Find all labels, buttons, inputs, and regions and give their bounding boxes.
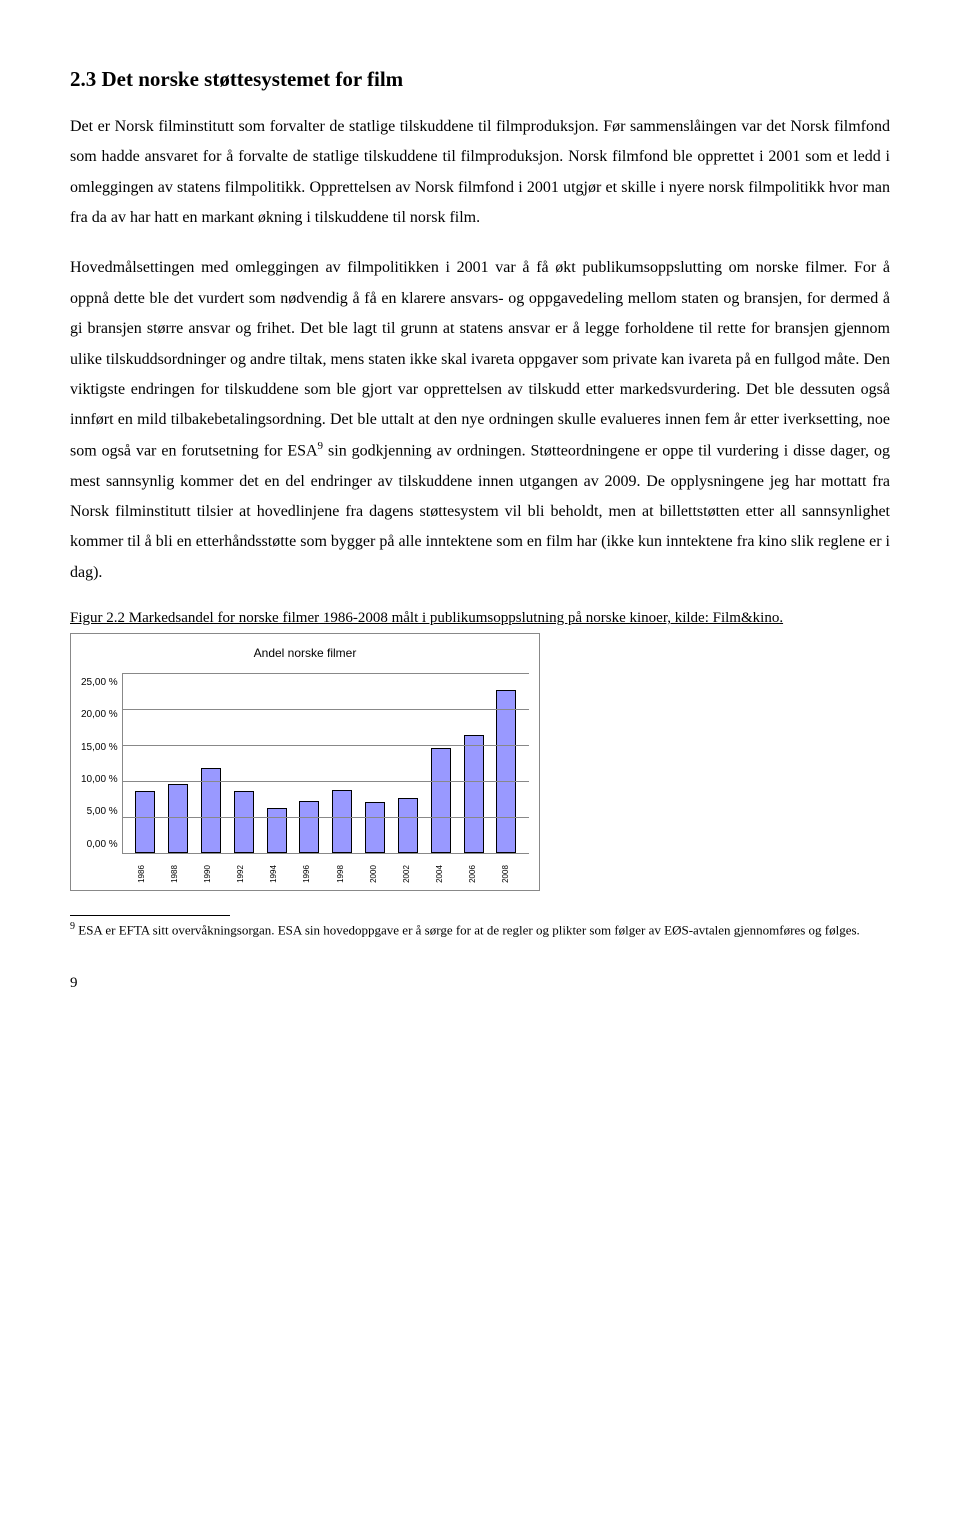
x-tick-label: 1996	[295, 864, 319, 884]
chart-y-axis: 25,00 % 20,00 % 15,00 % 10,00 % 5,00 % 0,00 %	[81, 673, 122, 854]
y-tick-label: 0,00 %	[81, 835, 118, 854]
figure-caption: Figur 2.2 Markedsandel for norske filmer…	[70, 608, 890, 629]
chart-plot: 25,00 % 20,00 % 15,00 % 10,00 % 5,00 % 0,00 %	[81, 673, 529, 854]
chart-container: Andel norske filmer 25,00 % 20,00 % 15,00 …	[70, 633, 540, 891]
chart-bar	[135, 791, 155, 853]
x-tick-label: 2000	[362, 864, 386, 884]
gridline	[123, 709, 529, 710]
footnote: 9 ESA er EFTA sitt overvåkningsorgan. ES…	[70, 920, 890, 939]
x-tick-label: 2006	[461, 864, 485, 884]
chart-bar	[267, 808, 287, 853]
x-tick-label: 2008	[494, 864, 518, 884]
x-tick-label: 2002	[395, 864, 419, 884]
chart-bar	[365, 802, 385, 852]
paragraph-2b: sin godkjenning av ordningen. Støtteordn…	[70, 442, 890, 581]
chart-bar	[431, 748, 451, 853]
chart-bar	[398, 798, 418, 853]
footnote-separator	[70, 915, 230, 916]
x-tick-label: 1998	[329, 864, 353, 884]
x-tick-label: 1986	[130, 864, 154, 884]
x-tick-label: 1988	[163, 864, 187, 884]
chart-bar	[299, 801, 319, 853]
x-tick-label: 2004	[428, 864, 452, 884]
section-heading: 2.3 Det norske støttesystemet for film	[70, 60, 890, 100]
x-tick-label: 1990	[196, 864, 220, 884]
chart-bar	[234, 791, 254, 853]
y-tick-label: 15,00 %	[81, 738, 118, 757]
chart-title: Andel norske filmer	[81, 642, 529, 665]
x-tick-label: 1992	[229, 864, 253, 884]
chart-plot-area	[122, 673, 529, 854]
gridline	[123, 673, 529, 674]
paragraph-2: Hovedmålsettingen med omleggingen av fil…	[70, 253, 890, 588]
gridline	[123, 817, 529, 818]
chart-bar	[496, 690, 516, 853]
chart-x-axis: 1986 1988 1990 1992 1994 1996 1998 2000 2002 2004…	[119, 854, 529, 886]
chart-bar	[332, 790, 352, 853]
x-tick-label: 1994	[262, 864, 286, 884]
y-tick-label: 10,00 %	[81, 770, 118, 789]
gridline	[123, 745, 529, 746]
y-tick-label: 25,00 %	[81, 673, 118, 692]
y-tick-label: 20,00 %	[81, 705, 118, 724]
paragraph-1: Det er Norsk filminstitutt som forvalter…	[70, 112, 890, 234]
gridline	[123, 781, 529, 782]
page-number: 9	[70, 969, 890, 998]
chart-bar	[464, 735, 484, 853]
chart-bars	[123, 673, 529, 853]
y-tick-label: 5,00 %	[81, 802, 118, 821]
footnote-text: ESA er EFTA sitt overvåkningsorgan. ESA …	[75, 922, 860, 937]
chart-bar	[168, 784, 188, 853]
paragraph-2a: Hovedmålsettingen med omleggingen av fil…	[70, 259, 890, 459]
